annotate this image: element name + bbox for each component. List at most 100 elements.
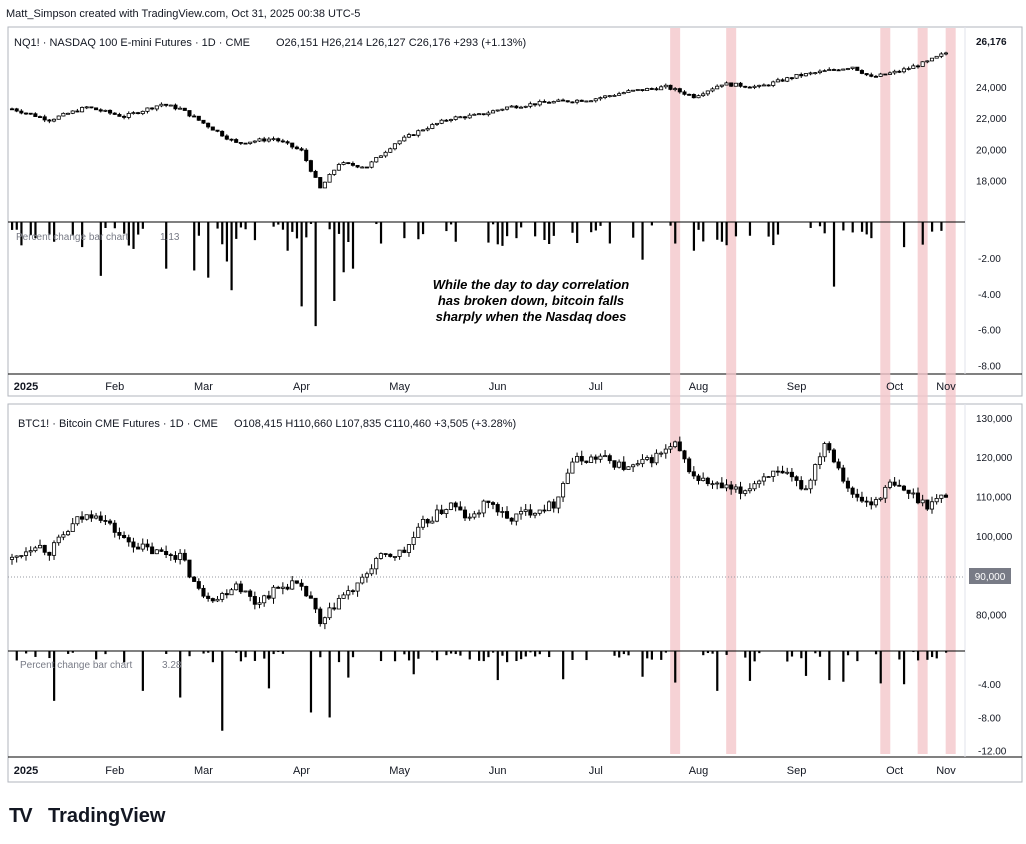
candle-body <box>827 443 832 451</box>
candle-body <box>206 595 211 599</box>
candle-body <box>453 116 458 120</box>
candle-body <box>518 511 524 515</box>
nq-title: NQ1! · NASDAQ 100 E-mini Futures · 1D · … <box>14 37 250 49</box>
candle-body <box>28 112 33 115</box>
pct-bar <box>912 651 915 653</box>
candle-body <box>556 99 561 102</box>
pct-bar <box>706 651 710 654</box>
candle-body <box>215 598 220 602</box>
nq-pct-pane: Percent change bar chart 1.13 -2.00 -4.00… <box>8 221 1001 373</box>
pct-bar <box>818 222 822 227</box>
candle-body <box>687 93 692 96</box>
pct-bar <box>902 651 906 685</box>
y-tick-label: 100,000 <box>976 532 1013 543</box>
pct-bar <box>449 222 453 225</box>
pct-bar <box>342 222 345 273</box>
pct-bar <box>945 651 948 653</box>
candle-body <box>89 514 94 519</box>
candle-body <box>495 504 500 513</box>
candle-body <box>663 448 668 454</box>
x-tick-label: Apr <box>293 381 310 393</box>
candle-body <box>182 107 187 111</box>
nq-last-value-label: 26,176 <box>976 37 1007 48</box>
candle-body <box>528 103 533 107</box>
pct-bar <box>25 651 28 654</box>
candle-body <box>248 141 253 144</box>
candle-body <box>743 85 748 88</box>
candle-body <box>561 99 566 102</box>
candle-body <box>813 464 818 481</box>
candle-body <box>490 502 496 505</box>
candle-body <box>841 68 846 71</box>
candle-body <box>705 477 710 485</box>
x-tick-label: Aug <box>689 765 709 777</box>
candle-body <box>537 100 542 106</box>
candle-body <box>341 162 346 165</box>
candle-body <box>434 509 440 522</box>
candle-body <box>397 549 402 557</box>
candle-body <box>136 546 141 550</box>
pct-bar <box>347 222 350 243</box>
candle-body <box>224 593 229 596</box>
candle-body <box>252 596 257 605</box>
tradingview-mark-icon: TV <box>9 805 33 827</box>
candle-body <box>33 547 38 552</box>
pct-bar <box>305 222 308 238</box>
candle-body <box>822 443 827 458</box>
tradingview-logo[interactable]: TV TradingView <box>9 805 166 827</box>
candle-body <box>112 522 117 533</box>
candle-body <box>75 516 80 525</box>
candle-body <box>803 488 808 491</box>
candle-body <box>14 108 19 112</box>
pct-bar <box>832 222 836 287</box>
candle-body <box>80 516 85 520</box>
candle-body <box>327 607 332 619</box>
candle-body <box>803 73 808 77</box>
pct-bar <box>870 222 873 239</box>
pct-bar <box>53 222 56 242</box>
candle-body <box>108 109 113 114</box>
candle-body <box>925 499 930 510</box>
pct-bar <box>692 222 696 251</box>
pct-bar <box>141 651 144 691</box>
candle-body <box>668 446 673 450</box>
x-tick-label: Jun <box>489 381 507 393</box>
candle-body <box>701 477 706 482</box>
candle-body <box>575 99 580 103</box>
candle-body <box>481 113 486 116</box>
btc-pct-value: 3.28 <box>162 660 182 671</box>
candle-body <box>654 452 659 464</box>
x-tick-label: Nov <box>936 381 956 393</box>
candle-body <box>206 122 211 128</box>
candle-body <box>607 95 612 98</box>
candle-body <box>350 163 355 166</box>
candle-body <box>617 93 622 96</box>
y-tick-label: -4.00 <box>978 290 1001 301</box>
candle-body <box>61 534 66 538</box>
candle-body <box>9 108 15 111</box>
candle-body <box>75 110 80 113</box>
candle-body <box>705 90 710 95</box>
candle-body <box>164 551 169 556</box>
pct-bar <box>496 651 499 681</box>
pct-bar <box>711 651 714 654</box>
candle-body <box>659 86 664 91</box>
candle-body <box>729 82 734 87</box>
candle-body <box>897 70 902 73</box>
candle-body <box>542 100 547 103</box>
candle-body <box>159 103 164 107</box>
btc-pct-y-axis: -4.00 -8.00 -12.00 <box>978 680 1007 757</box>
pct-bar <box>590 222 593 233</box>
candle-body <box>238 583 243 593</box>
candle-body <box>388 553 393 557</box>
candle-body <box>500 108 505 111</box>
candle-body <box>509 517 514 522</box>
x-tick-label: Feb <box>105 765 124 777</box>
pct-bar <box>34 222 37 239</box>
candle-body <box>831 69 836 71</box>
pct-bar <box>132 222 135 249</box>
candle-body <box>645 457 650 460</box>
candle-body <box>617 461 622 468</box>
pct-bar <box>501 222 504 246</box>
candle-body <box>201 119 206 124</box>
